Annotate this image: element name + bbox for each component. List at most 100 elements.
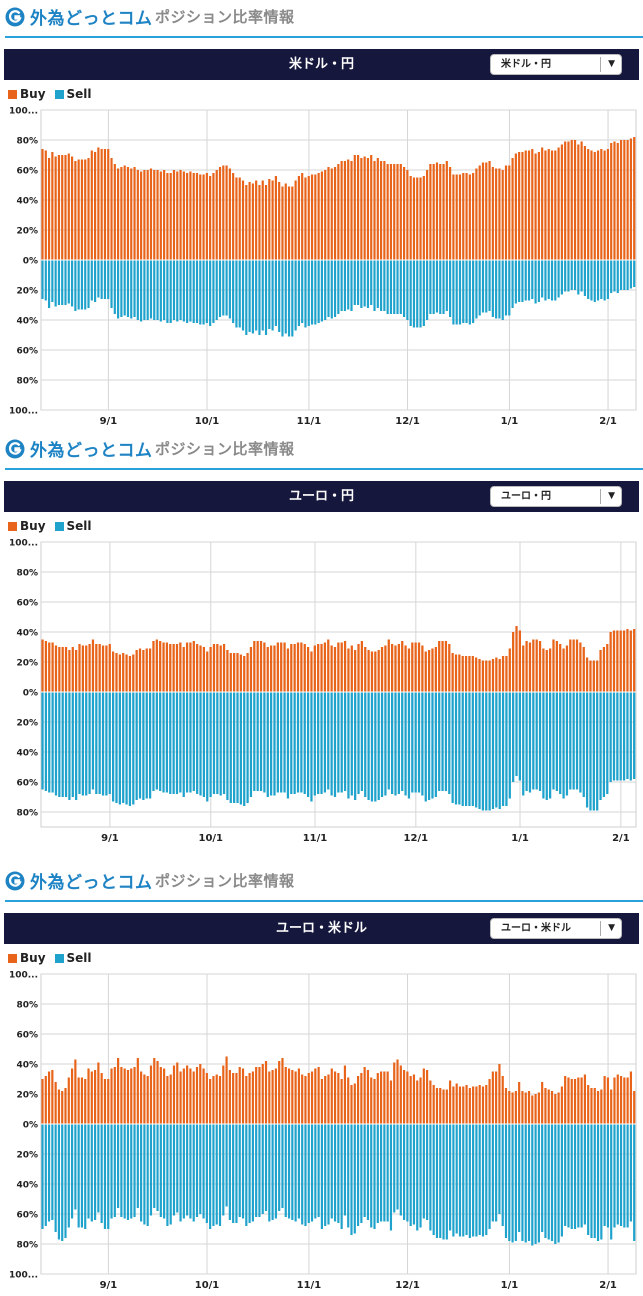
sell-bar	[389, 1124, 393, 1231]
sell-bar	[297, 260, 300, 326]
buy-bar	[258, 1067, 261, 1124]
sell-bar	[264, 260, 268, 335]
y-tick-label: 60%	[16, 779, 38, 789]
sell-bar	[70, 1124, 74, 1219]
sell-bar	[616, 260, 619, 293]
buy-bar	[373, 161, 376, 260]
sell-bar	[264, 1124, 268, 1211]
sell-bar	[592, 692, 595, 811]
sell-bar	[552, 692, 555, 790]
buy-bar	[264, 185, 268, 260]
sell-bar	[245, 260, 248, 335]
buy-bar	[246, 653, 249, 692]
sell-bar	[105, 692, 108, 796]
buy-bar	[189, 642, 192, 692]
currency-pair-select[interactable]: 米ドル・円 ▼	[490, 54, 622, 75]
sell-bar	[343, 692, 347, 791]
buy-bar	[169, 644, 172, 692]
y-tick-label: 60%	[16, 167, 38, 177]
buy-bar	[435, 162, 439, 260]
sell-bar	[386, 260, 389, 314]
buy-bar	[547, 149, 550, 260]
buy-bar	[491, 1071, 494, 1124]
buy-bar	[550, 1091, 554, 1124]
sell-bar	[314, 1124, 317, 1219]
triangle-down-icon[interactable]: ▼	[608, 491, 615, 501]
sell-bar	[179, 260, 182, 320]
sell-bar	[350, 692, 353, 796]
sell-bar	[209, 260, 212, 326]
buy-bar	[251, 1071, 254, 1124]
buy-bar	[511, 1092, 514, 1124]
sell-bar	[478, 692, 481, 809]
buy-bar	[44, 641, 48, 692]
buy-bar	[202, 1068, 205, 1124]
sell-bar	[616, 692, 619, 781]
buy-bar	[103, 1079, 107, 1124]
sell-bar	[491, 1124, 494, 1222]
sell-bar	[91, 692, 95, 790]
buy-bar	[592, 660, 595, 692]
buy-bar	[291, 1070, 294, 1124]
sell-bar	[212, 260, 215, 323]
sell-bar	[442, 1124, 445, 1240]
sell-bar	[209, 1124, 212, 1229]
buy-bar	[441, 641, 444, 692]
sell-bar	[333, 692, 337, 797]
x-tick-label: 12/1	[395, 1280, 420, 1291]
buy-bar	[409, 1076, 412, 1124]
buy-bar	[286, 648, 290, 692]
sell-bar	[535, 692, 538, 790]
buy-bar	[44, 1076, 47, 1124]
buy-bar	[280, 642, 283, 692]
currency-pair-select[interactable]: ユーロ・円 ▼	[490, 486, 622, 507]
sell-bar	[383, 260, 386, 311]
sell-bar	[100, 260, 103, 299]
sell-bar	[360, 1124, 363, 1223]
buy-bar	[103, 149, 107, 260]
sell-bar	[579, 692, 582, 793]
sell-bar	[504, 1124, 508, 1238]
sell-bar	[54, 260, 57, 307]
sell-bar	[613, 1124, 616, 1228]
buy-bar	[153, 1058, 156, 1124]
buy-bar	[534, 153, 537, 260]
buy-bar	[445, 1089, 448, 1124]
buy-bar	[389, 164, 393, 260]
triangle-down-icon[interactable]: ▼	[608, 59, 615, 69]
buy-bar	[439, 164, 442, 260]
y-tick-label: 0%	[23, 257, 38, 267]
buy-bar	[462, 173, 465, 260]
sell-bar	[366, 1124, 370, 1220]
sell-bar	[163, 1124, 166, 1219]
chart-titlebar: ユーロ・円 ユーロ・円 ▼	[4, 481, 639, 512]
buy-bar	[80, 1077, 84, 1124]
sell-bar	[130, 1124, 133, 1219]
sell-bar	[527, 1124, 531, 1241]
buy-bar	[169, 1074, 172, 1124]
sell-bar	[541, 1124, 544, 1232]
sell-bar	[47, 260, 51, 308]
buy-bar	[241, 1068, 245, 1124]
sell-bar	[143, 1124, 146, 1225]
legend-item-buy: Buy	[8, 519, 46, 533]
triangle-down-icon[interactable]: ▼	[608, 923, 615, 933]
sell-bar	[431, 692, 434, 799]
sell-bar	[462, 260, 465, 323]
buy-bar	[47, 158, 51, 260]
buy-bar	[140, 1071, 143, 1124]
buy-bar	[146, 1076, 149, 1124]
sell-bar	[54, 1124, 57, 1232]
buy-bar	[379, 161, 383, 260]
sell-bar	[548, 692, 552, 799]
sell-bar	[538, 692, 542, 791]
sell-bar	[248, 1124, 251, 1223]
sell-bar	[195, 260, 199, 323]
currency-pair-select[interactable]: ユーロ・米ドル ▼	[490, 918, 622, 939]
sell-bar	[126, 260, 130, 317]
buy-bar	[182, 171, 185, 260]
sell-bar	[152, 692, 155, 791]
buy-bar	[156, 170, 159, 260]
y-tick-label: 60%	[16, 1031, 38, 1041]
sell-bar	[324, 1124, 327, 1226]
